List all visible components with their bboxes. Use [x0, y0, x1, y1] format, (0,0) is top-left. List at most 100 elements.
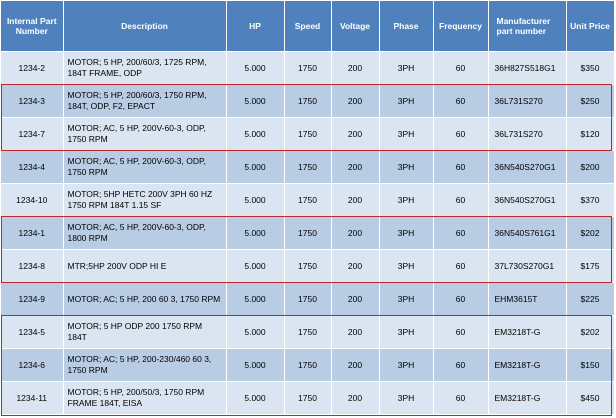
- cell-description: MOTOR; AC, 5 HP, 200V-60-3, ODP, 1750 RP…: [63, 150, 227, 184]
- cell-description: MOTOR; 5 HP ODP 200 1750 RPM 184T: [63, 315, 227, 349]
- cell-speed: 1750: [284, 315, 332, 349]
- header-speed: Speed: [284, 1, 332, 52]
- cell-manufacturer-part-number: EM3218T-G: [488, 381, 567, 414]
- table-row: 1234-3 MOTOR; 5 HP, 200/60/3, 1750 RPM, 1…: [1, 84, 615, 118]
- cell-voltage: 200: [331, 150, 380, 184]
- header-manufacturer-part-number: Manufacturer part number: [488, 1, 567, 52]
- cell-frequency: 60: [433, 117, 489, 151]
- header-voltage: Voltage: [331, 1, 380, 52]
- cell-unit-price: $175: [566, 249, 615, 283]
- cell-part-number: 1234-4: [1, 150, 64, 184]
- cell-speed: 1750: [284, 117, 332, 151]
- cell-speed: 1750: [284, 381, 332, 414]
- cell-voltage: 200: [331, 381, 380, 414]
- cell-part-number: 1234-2: [1, 51, 64, 85]
- cell-unit-price: $450: [566, 381, 615, 414]
- cell-part-number: 1234-8: [1, 249, 64, 283]
- table-row: 1234-2 MOTOR; 5 HP, 200/60/3, 1725 RPM, 1…: [1, 51, 615, 85]
- cell-voltage: 200: [331, 249, 380, 283]
- cell-frequency: 60: [433, 216, 489, 250]
- cell-description: MOTOR; 5 HP, 200/60/3, 1725 RPM, 184T FR…: [63, 51, 227, 85]
- table-row: 1234-7 MOTOR; AC, 5 HP, 200V-60-3, ODP, 1…: [1, 117, 615, 151]
- cell-manufacturer-part-number: 36L731S270: [488, 84, 567, 118]
- table-row: 1234-8 MTR;5HP 200V ODP HI E 5.000 1750 200 3…: [1, 249, 615, 283]
- cell-phase: 3PH: [379, 150, 434, 184]
- cell-manufacturer-part-number: 36H827S518G1: [488, 51, 567, 85]
- table-row: 1234-9 MOTOR; AC; 5 HP, 200 60 3, 1750 RP…: [1, 282, 615, 316]
- table-row: 1234-10 MOTOR; 5HP HETC 200V 3PH 60 HZ 17…: [1, 183, 615, 217]
- cell-speed: 1750: [284, 216, 332, 250]
- cell-phase: 3PH: [379, 51, 434, 85]
- cell-frequency: 60: [433, 381, 489, 414]
- header-hp: HP: [226, 1, 285, 52]
- cell-speed: 1750: [284, 84, 332, 118]
- cell-manufacturer-part-number: EM3218T-G: [488, 348, 567, 382]
- cell-voltage: 200: [331, 117, 380, 151]
- cell-unit-price: $250: [566, 84, 615, 118]
- cell-voltage: 200: [331, 183, 380, 217]
- cell-hp: 5.000: [226, 315, 285, 349]
- table-row: 1234-1 MOTOR; AC, 5 HP, 200V-60-3, ODP, 1…: [1, 216, 615, 250]
- cell-frequency: 60: [433, 183, 489, 217]
- cell-speed: 1750: [284, 183, 332, 217]
- cell-phase: 3PH: [379, 117, 434, 151]
- cell-unit-price: $370: [566, 183, 615, 217]
- cell-phase: 3PH: [379, 282, 434, 316]
- cell-manufacturer-part-number: 36N540S761G1: [488, 216, 567, 250]
- cell-description: MTR;5HP 200V ODP HI E: [63, 249, 227, 283]
- table-row: 1234-6 MOTOR; AC; 5 HP, 200-230/460 60 3,…: [1, 348, 615, 382]
- cell-part-number: 1234-7: [1, 117, 64, 151]
- cell-frequency: 60: [433, 348, 489, 382]
- cell-frequency: 60: [433, 282, 489, 316]
- table-row: 1234-4 MOTOR; AC, 5 HP, 200V-60-3, ODP, 1…: [1, 150, 615, 184]
- header-phase: Phase: [379, 1, 434, 52]
- table-row: 1234-5 MOTOR; 5 HP ODP 200 1750 RPM 184T 5…: [1, 315, 615, 349]
- cell-unit-price: $200: [566, 150, 615, 184]
- cell-frequency: 60: [433, 51, 489, 85]
- cell-unit-price: $225: [566, 282, 615, 316]
- cell-manufacturer-part-number: 37L730S270G1: [488, 249, 567, 283]
- cell-voltage: 200: [331, 51, 380, 85]
- table-body: 1234-2 MOTOR; 5 HP, 200/60/3, 1725 RPM, 1…: [1, 51, 615, 414]
- cell-frequency: 60: [433, 315, 489, 349]
- cell-voltage: 200: [331, 216, 380, 250]
- cell-manufacturer-part-number: 36N540S270G1: [488, 150, 567, 184]
- cell-hp: 5.000: [226, 282, 285, 316]
- cell-description: MOTOR; 5HP HETC 200V 3PH 60 HZ 1750 RPM …: [63, 183, 227, 217]
- cell-frequency: 60: [433, 249, 489, 283]
- cell-speed: 1750: [284, 282, 332, 316]
- cell-voltage: 200: [331, 348, 380, 382]
- cell-hp: 5.000: [226, 84, 285, 118]
- cell-voltage: 200: [331, 315, 380, 349]
- cell-description: MOTOR; 5 HP, 200/60/3, 1750 RPM, 184T, O…: [63, 84, 227, 118]
- cell-part-number: 1234-1: [1, 216, 64, 250]
- cell-hp: 5.000: [226, 348, 285, 382]
- cell-part-number: 1234-6: [1, 348, 64, 382]
- cell-manufacturer-part-number: 36N540S270G1: [488, 183, 567, 217]
- header-description: Description: [63, 1, 227, 52]
- cell-hp: 5.000: [226, 150, 285, 184]
- cell-phase: 3PH: [379, 348, 434, 382]
- cell-speed: 1750: [284, 150, 332, 184]
- cell-unit-price: $150: [566, 348, 615, 382]
- cell-phase: 3PH: [379, 84, 434, 118]
- cell-phase: 3PH: [379, 381, 434, 414]
- table-row: 1234-11 MOTOR; 5 HP, 200/50/3, 1750 RPM F…: [1, 381, 615, 414]
- header-part-number: Internal Part Number: [1, 1, 64, 52]
- cell-hp: 5.000: [226, 249, 285, 283]
- cell-hp: 5.000: [226, 51, 285, 85]
- cell-speed: 1750: [284, 348, 332, 382]
- cell-hp: 5.000: [226, 216, 285, 250]
- cell-phase: 3PH: [379, 216, 434, 250]
- cell-hp: 5.000: [226, 381, 285, 414]
- cell-description: MOTOR; AC, 5 HP, 200V-60-3, ODP, 1800 RP…: [63, 216, 227, 250]
- cell-unit-price: $120: [566, 117, 615, 151]
- cell-phase: 3PH: [379, 249, 434, 283]
- cell-description: MOTOR; 5 HP, 200/50/3, 1750 RPM FRAME 18…: [63, 381, 227, 414]
- cell-manufacturer-part-number: 36L731S270: [488, 117, 567, 151]
- cell-speed: 1750: [284, 249, 332, 283]
- cell-part-number: 1234-10: [1, 183, 64, 217]
- cell-part-number: 1234-3: [1, 84, 64, 118]
- header-unit-price: Unit Price: [566, 1, 615, 52]
